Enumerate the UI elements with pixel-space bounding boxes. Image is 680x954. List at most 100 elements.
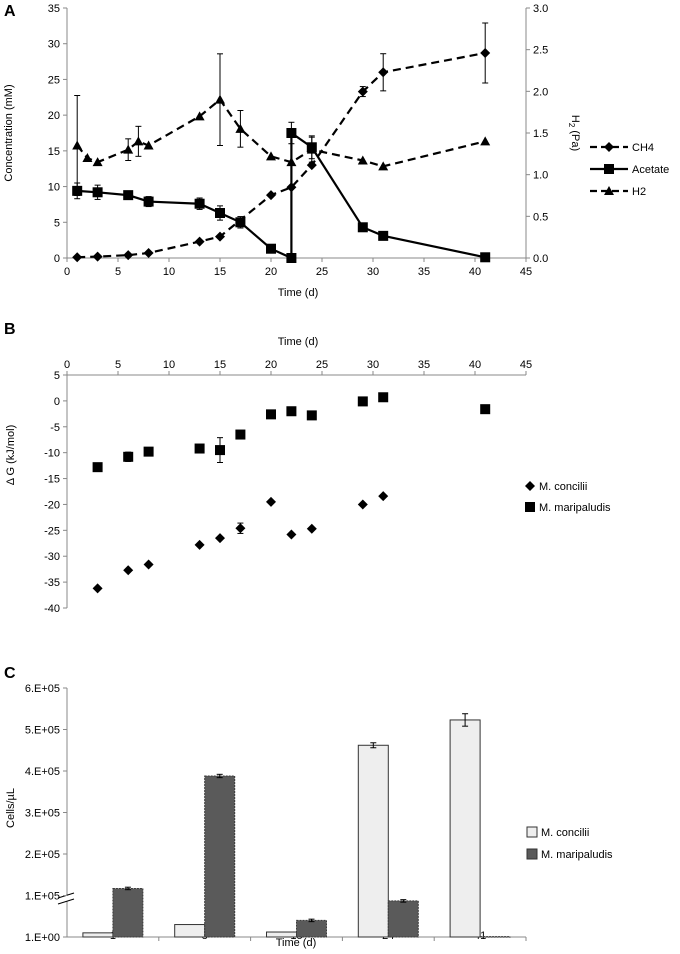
panel-a-xtick-label: 0	[64, 266, 70, 278]
series-concilii-point	[378, 491, 389, 502]
series-h2-point	[215, 94, 225, 104]
series-ch4-point	[143, 248, 154, 258]
series-h2-point	[235, 123, 246, 133]
panel-b-xtick-label: 40	[469, 359, 481, 371]
series-acetate-point	[378, 230, 389, 241]
legend-maripaludis-marker	[525, 502, 535, 512]
panel-b-xtick-label: 35	[418, 359, 430, 371]
panel-b-ytick-label: 5	[54, 370, 60, 382]
series-concilii-point	[123, 565, 134, 576]
series-acetate-point	[143, 196, 154, 207]
bar-concilii	[357, 744, 389, 938]
bar-maripaludis	[479, 936, 511, 938]
series-maripaludis-point	[480, 404, 491, 415]
series-acetate-point	[123, 190, 134, 201]
panel-a-y2tick-label: 3.0	[533, 3, 548, 15]
series-concilii-point	[266, 496, 276, 507]
panel-c-ytick-label: 6.E+05	[25, 683, 60, 695]
bar-maripaludis-errorbar	[308, 918, 315, 923]
panel-b-ytick-label: 0	[54, 396, 60, 408]
series-maripaludis-point	[266, 409, 276, 420]
series-maripaludis-point	[306, 410, 317, 421]
panel-c-ylabel: Cells/µL	[5, 788, 17, 828]
legend-concilii-swatch	[526, 826, 538, 838]
series-concilii-point	[194, 539, 205, 550]
series-maripaludis-point	[357, 396, 368, 407]
legend-maripaludis-swatch	[526, 848, 538, 860]
series-h2-point	[306, 144, 317, 154]
panel-a-y2tick-label: 0.0	[533, 253, 548, 265]
series-ch4-point	[480, 48, 491, 58]
series-ch4-point	[92, 251, 103, 262]
legend-concilii-marker	[525, 481, 535, 491]
legend-h2-label: H2	[632, 186, 646, 198]
panel-c-ytick-label: 5.E+05	[25, 725, 60, 737]
panel-a: A Time (d) Concentration (mM) H2 (Pa) 0 5…	[3, 3, 669, 299]
series-acetate-point	[480, 252, 491, 263]
panel-b: B Time (d) Δ G (kJ/mol) 0 5 10 15 20 25 30 35 40…	[4, 321, 611, 615]
legend-acetate-label: Acetate	[632, 164, 669, 176]
series-acetate-point	[286, 253, 297, 263]
series-h2-point	[194, 111, 205, 121]
legend-concilii-label: M. concilii	[541, 827, 589, 839]
panel-c-label: C	[4, 665, 16, 682]
panel-b-xtick-label: 30	[367, 359, 379, 371]
panel-c-xlabel: Time (d)	[276, 937, 317, 949]
panel-a-xtick-label: 40	[469, 266, 481, 278]
panel-a-xtick-label: 45	[520, 266, 532, 278]
panel-b-ytick-label: -30	[44, 551, 60, 563]
panel-c-ytick-label: 1.E+05	[25, 891, 60, 903]
panel-a-xtick-label: 30	[367, 266, 379, 278]
panel-a-y2tick-label: 0.5	[533, 211, 548, 223]
series-acetate-point	[92, 187, 103, 198]
panel-a-xlabel: Time (d)	[278, 287, 319, 299]
bar-concilii	[82, 932, 114, 938]
series-acetate-point	[194, 198, 205, 209]
series-maripaludis-point	[194, 443, 205, 454]
panel-c-ytick-label: 2.E+05	[25, 849, 60, 861]
series-acetate-point	[357, 222, 368, 233]
panel-b-ytick-label: -20	[44, 499, 60, 511]
panel-b-ytick-label: -5	[50, 422, 60, 434]
series-h2-point	[92, 157, 103, 167]
panel-a-xtick-label: 35	[418, 266, 430, 278]
series-ch4-point	[123, 250, 134, 261]
panel-a-ytick-label: 15	[48, 146, 60, 158]
bar-maripaludis	[387, 900, 419, 938]
panel-b-ytick-label: -40	[44, 603, 60, 615]
panel-b-xtick-label: 10	[163, 359, 175, 371]
series-maripaludis-point	[378, 392, 389, 403]
panel-a-y2tick-label: 1.5	[533, 128, 548, 140]
series-h2-point	[123, 144, 134, 154]
panel-b-label: B	[4, 321, 16, 338]
series-h2-point	[480, 136, 491, 146]
legend-ch4-marker	[604, 142, 614, 152]
panel-a-xtick-label: 10	[163, 266, 175, 278]
bar-concilii	[449, 719, 481, 938]
panel-a-ytick-label: 10	[48, 182, 60, 194]
series-concilii-point	[357, 499, 368, 510]
series-h2-point	[133, 136, 144, 146]
panel-c-ytick-label: 3.E+05	[25, 808, 60, 820]
series-h2-point	[143, 140, 154, 150]
panel-c: C Time (d) Cells/µL 181524411.E+001.E+05…	[4, 665, 613, 949]
series-h2-point	[286, 157, 297, 167]
panel-b-xtick-label: 20	[265, 359, 277, 371]
series-acetate-point	[215, 208, 225, 218]
panel-a-ylabel: Concentration (mM)	[3, 84, 15, 181]
legend-maripaludis-label: M. maripaludis	[541, 849, 613, 861]
panel-b-xtick-label: 0	[64, 359, 70, 371]
series-h2-point	[357, 155, 368, 165]
panel-a-ytick-label: 30	[48, 39, 60, 51]
panel-a-ytick-label: 5	[54, 217, 60, 229]
series-concilii-point	[306, 523, 317, 534]
series-ch4-point	[194, 236, 205, 247]
series-h2-point	[266, 151, 276, 161]
bar-maripaludis-errorbar	[124, 886, 131, 891]
series-ch4-point	[72, 252, 83, 263]
series-acetate-point	[235, 217, 246, 228]
series-maripaludis-point	[123, 451, 134, 462]
bar-maripaludis	[204, 775, 236, 938]
series-concilii-point	[286, 529, 297, 540]
